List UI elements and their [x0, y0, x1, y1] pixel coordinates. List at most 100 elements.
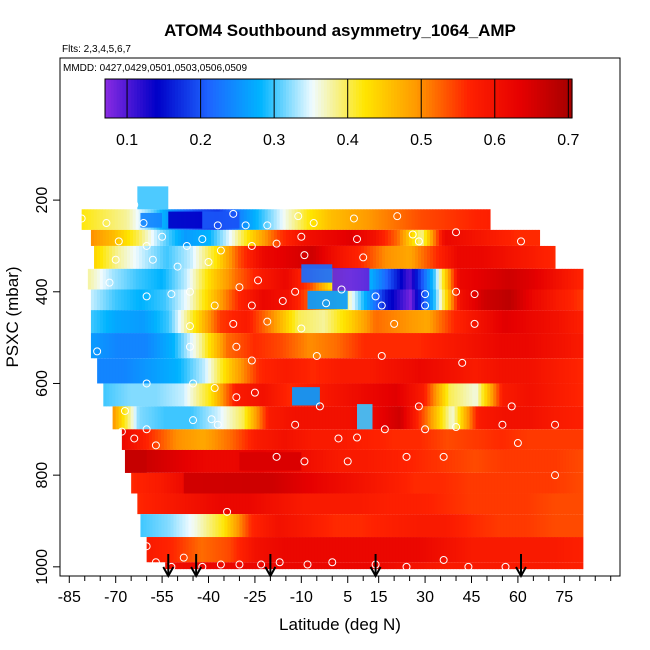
heatmap-cell: [237, 310, 242, 334]
heatmap-cell: [529, 383, 533, 407]
heatmap-cell: [275, 537, 280, 563]
heatmap-cell: [264, 268, 269, 290]
heatmap-cell: [504, 333, 509, 359]
heatmap-cell: [233, 537, 238, 563]
heatmap-cell: [184, 383, 188, 407]
heatmap-cell: [428, 472, 432, 494]
heatmap-cell: [202, 429, 207, 450]
heatmap-cell: [491, 472, 495, 494]
heatmap-cell: [213, 229, 218, 246]
heatmap-cell: [486, 229, 491, 246]
heatmap-cell: [382, 449, 387, 473]
heatmap-cell: [237, 268, 242, 290]
heatmap-cell: [417, 289, 422, 311]
heatmap-cell: [552, 333, 557, 359]
heatmap-cell: [566, 472, 570, 494]
heatmap-cell: [505, 406, 510, 430]
heatmap-cell: [332, 472, 336, 494]
heatmap-cell: [298, 406, 303, 430]
heatmap-cell: [225, 268, 230, 290]
heatmap-cell: [575, 514, 579, 538]
heatmap-cell: [243, 562, 247, 570]
heatmap-cell: [200, 493, 204, 515]
heatmap-cell: [236, 537, 241, 563]
heatmap-cell: [285, 289, 290, 311]
heatmap-cell: [180, 268, 185, 290]
heatmap-cell: [334, 383, 338, 407]
heatmap-cell: [514, 383, 518, 407]
heatmap-cell: [549, 310, 554, 334]
colorbar-segment: [361, 79, 366, 118]
colorbar-segment: [300, 79, 305, 118]
heatmap-cell: [347, 472, 351, 494]
heatmap-cell: [492, 229, 497, 246]
heatmap-cell: [437, 493, 441, 515]
heatmap-cell: [217, 358, 221, 384]
heatmap-cell: [377, 514, 381, 538]
heatmap-cell: [199, 429, 204, 450]
heatmap-cell: [523, 429, 528, 450]
heatmap-cell: [144, 268, 149, 290]
observation-marker: [551, 420, 560, 429]
heatmap-cell: [152, 493, 156, 515]
heatmap-cell: [152, 472, 156, 494]
colorbar-segment: [212, 79, 217, 118]
heatmap-cell: [465, 209, 470, 230]
observation-marker: [439, 452, 448, 461]
heatmap-cell: [450, 229, 455, 246]
heatmap-cell: [282, 562, 286, 570]
heatmap-cell: [236, 514, 240, 538]
heatmap-cell: [276, 229, 281, 246]
heatmap-cell: [153, 310, 158, 334]
heatmap-cell: [261, 333, 266, 359]
heatmap-cell: [486, 209, 491, 230]
heatmap-cell: [394, 406, 399, 430]
heatmap-cell: [499, 358, 503, 384]
observation-marker: [189, 379, 198, 388]
heatmap-cell: [270, 562, 274, 570]
heatmap-cell: [196, 358, 200, 384]
heatmap-cell: [413, 472, 417, 494]
heatmap-cell: [582, 562, 584, 570]
heatmap-cell: [318, 229, 323, 246]
heatmap-cell: [308, 537, 313, 563]
heatmap-cell: [123, 229, 128, 246]
heatmap-cell: [364, 429, 369, 450]
heatmap-cell: [474, 209, 479, 230]
heatmap-cell: [410, 472, 414, 494]
heatmap-cell: [363, 333, 368, 359]
observation-marker: [402, 452, 411, 461]
heatmap-cell: [548, 472, 552, 494]
heatmap-cell: [352, 449, 357, 473]
heatmap-cell: [292, 406, 297, 430]
heatmap-cell: [165, 268, 170, 290]
heatmap-cell: [430, 383, 434, 407]
heatmap-cell: [267, 268, 272, 290]
heatmap-cell: [258, 333, 263, 359]
heatmap-cell: [445, 429, 450, 450]
heatmap-cell: [481, 449, 486, 473]
observation-marker: [216, 560, 225, 569]
heatmap-cell: [512, 472, 516, 494]
colorbar-segment: [440, 79, 445, 118]
colorbar-tick-label: 0.2: [189, 132, 211, 149]
heatmap-cell: [484, 449, 489, 473]
heatmap-cell: [371, 537, 376, 563]
heatmap-cell: [145, 406, 150, 430]
heatmap-cell: [390, 268, 395, 290]
heatmap-cell: [375, 333, 380, 359]
heatmap-cell: [513, 289, 518, 311]
heatmap-cell: [303, 209, 308, 230]
heatmap-cell: [505, 358, 509, 384]
heatmap-cell: [181, 429, 186, 450]
heatmap-cell: [447, 333, 452, 359]
heatmap-cell: [531, 289, 536, 311]
heatmap-cell: [512, 514, 516, 538]
colorbar-segment: [326, 79, 331, 118]
heatmap-cell: [218, 493, 222, 515]
heatmap-cell: [531, 229, 536, 246]
heatmap-cell: [387, 333, 392, 359]
heatmap-cell: [578, 537, 583, 563]
heatmap-cell: [224, 514, 228, 538]
heatmap-cell: [153, 229, 158, 246]
